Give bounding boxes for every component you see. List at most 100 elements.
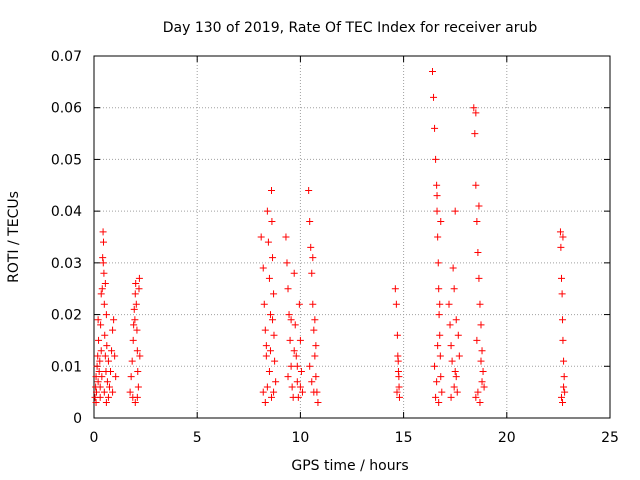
- data-point: [558, 290, 566, 298]
- data-point: [272, 378, 280, 386]
- data-point: [109, 388, 117, 396]
- data-point: [104, 393, 112, 401]
- data-point: [293, 362, 301, 370]
- data-point: [109, 326, 117, 334]
- data-point: [434, 342, 442, 350]
- data-point: [263, 207, 271, 215]
- data-point: [556, 228, 564, 236]
- data-point: [435, 311, 443, 319]
- x-ticks: 0 5 10 15 20 25: [90, 56, 619, 446]
- data-point: [130, 305, 138, 313]
- data-point: [432, 155, 440, 163]
- data-point: [102, 398, 110, 406]
- data-point: [432, 393, 440, 401]
- data-point: [471, 130, 479, 138]
- data-point: [99, 259, 107, 267]
- data-point: [287, 316, 295, 324]
- data-point: [262, 352, 270, 360]
- data-point: [450, 383, 458, 391]
- data-point: [131, 290, 139, 298]
- data-point: [133, 347, 141, 355]
- data-point: [394, 357, 402, 365]
- data-points: [91, 68, 569, 406]
- data-point: [310, 388, 318, 396]
- data-point: [290, 269, 298, 277]
- x-tick-label: 5: [193, 430, 202, 446]
- data-point: [291, 321, 299, 329]
- x-tick-label: 25: [601, 430, 619, 446]
- data-point: [296, 336, 304, 344]
- data-point: [478, 347, 486, 355]
- x-axis-label: GPS time / hours: [291, 458, 408, 474]
- data-point: [433, 378, 441, 386]
- data-point: [132, 300, 140, 308]
- data-point: [265, 274, 273, 282]
- y-tick-label: 0.07: [51, 49, 82, 65]
- data-point: [98, 373, 106, 381]
- data-point: [312, 373, 320, 381]
- data-point: [100, 388, 108, 396]
- data-point: [104, 357, 112, 365]
- data-point: [448, 357, 456, 365]
- data-point: [433, 207, 441, 215]
- data-point: [286, 336, 294, 344]
- x-tick-label: 10: [291, 430, 309, 446]
- data-point: [270, 388, 278, 396]
- y-tick-label: 0.04: [51, 204, 82, 220]
- data-point: [105, 383, 113, 391]
- data-point: [101, 331, 109, 339]
- data-point: [100, 300, 108, 308]
- data-point: [126, 388, 134, 396]
- data-point: [92, 398, 100, 406]
- data-point: [559, 336, 567, 344]
- data-point: [96, 357, 104, 365]
- y-tick-label: 0.06: [51, 101, 82, 117]
- data-point: [474, 388, 482, 396]
- data-point: [309, 300, 317, 308]
- data-point: [297, 367, 305, 375]
- data-point: [309, 254, 317, 262]
- data-point: [288, 383, 296, 391]
- data-point: [95, 367, 103, 375]
- data-point: [263, 383, 271, 391]
- data-point: [94, 378, 102, 386]
- data-point: [108, 347, 116, 355]
- data-point: [285, 311, 293, 319]
- data-point: [92, 388, 100, 396]
- data-point: [100, 269, 108, 277]
- data-point: [103, 342, 111, 350]
- data-point: [111, 352, 119, 360]
- data-point: [557, 393, 565, 401]
- data-point: [435, 285, 443, 293]
- data-point: [560, 373, 568, 381]
- data-point: [99, 238, 107, 246]
- data-point: [395, 373, 403, 381]
- data-point: [296, 383, 304, 391]
- data-point: [270, 290, 278, 298]
- y-tick-label: 0: [73, 411, 82, 427]
- data-point: [268, 186, 276, 194]
- data-point: [475, 202, 483, 210]
- data-point: [436, 331, 444, 339]
- data-point: [271, 357, 279, 365]
- data-point: [470, 104, 478, 112]
- data-point: [131, 316, 139, 324]
- data-point: [298, 388, 306, 396]
- data-point: [99, 254, 107, 262]
- data-point: [447, 393, 455, 401]
- data-point: [133, 393, 141, 401]
- data-point: [449, 264, 457, 272]
- data-point: [472, 181, 480, 189]
- data-point: [136, 352, 144, 360]
- data-point: [311, 316, 319, 324]
- data-point: [476, 300, 484, 308]
- data-point: [131, 398, 139, 406]
- data-point: [560, 357, 568, 365]
- x-tick-label: 0: [90, 430, 99, 446]
- data-point: [306, 217, 314, 225]
- data-point: [290, 347, 298, 355]
- data-point: [452, 316, 460, 324]
- data-point: [474, 249, 482, 257]
- data-point: [101, 352, 109, 360]
- data-point: [293, 378, 301, 386]
